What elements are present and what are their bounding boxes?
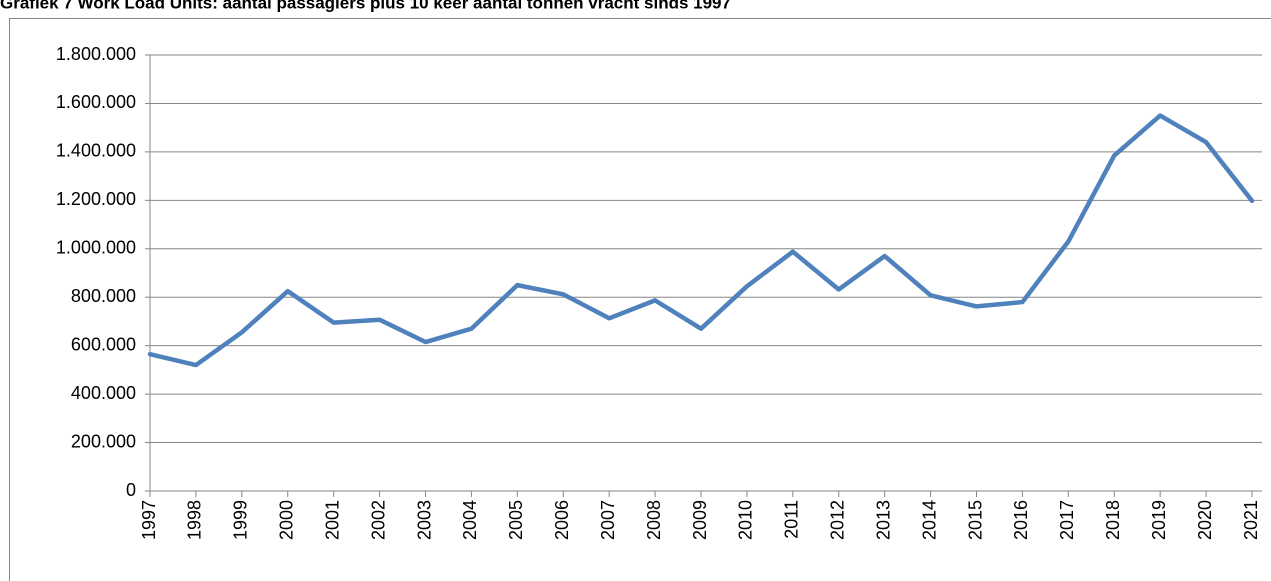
x-tick-label: 2018 bbox=[1103, 500, 1123, 540]
x-tick-label: 2012 bbox=[828, 500, 848, 540]
x-tick-label: 2007 bbox=[598, 500, 618, 540]
data-line bbox=[147, 113, 1255, 368]
x-tick-label: 2004 bbox=[460, 500, 480, 540]
x-tick-label: 2016 bbox=[1011, 500, 1031, 540]
x-tick-label: 2017 bbox=[1057, 500, 1077, 540]
x-tick-label: 2003 bbox=[414, 500, 434, 540]
y-tick-label: 1.200.000 bbox=[56, 189, 136, 209]
x-tick-label: 2011 bbox=[782, 500, 802, 539]
y-tick-label: 1.600.000 bbox=[56, 92, 136, 112]
x-tick-label: 2020 bbox=[1195, 500, 1215, 540]
x-tick-label: 1997 bbox=[139, 500, 159, 540]
x-tick-label: 2006 bbox=[552, 500, 572, 540]
x-tick-label: 2008 bbox=[644, 500, 664, 540]
x-tick-label: 1998 bbox=[185, 500, 205, 540]
y-tick-label: 400.000 bbox=[71, 383, 136, 403]
y-tick-label: 1.000.000 bbox=[56, 238, 136, 258]
x-tick-label: 1999 bbox=[231, 500, 251, 540]
y-tick-label: 0 bbox=[126, 480, 136, 500]
x-tick-label: 2009 bbox=[690, 500, 710, 540]
x-tick-label: 2001 bbox=[322, 500, 342, 540]
chart-title: Grafiek 7 Work Load Units: aantal passag… bbox=[0, 0, 731, 12]
chart-frame bbox=[9, 18, 1271, 581]
x-tick-label: 2000 bbox=[277, 500, 297, 540]
x-tick-label: 2010 bbox=[736, 500, 756, 540]
x-tick-label: 2019 bbox=[1149, 500, 1169, 540]
x-tick-label: 2005 bbox=[506, 500, 526, 540]
x-tick-label: 2013 bbox=[873, 500, 893, 540]
x-tick-label: 2002 bbox=[368, 500, 388, 540]
x-tick-label: 2021 bbox=[1241, 500, 1261, 540]
y-tick-label: 600.000 bbox=[71, 334, 136, 354]
y-tick-label: 1.800.000 bbox=[56, 44, 136, 64]
x-tick-label: 2015 bbox=[965, 500, 985, 540]
y-tick-label: 200.000 bbox=[71, 431, 136, 451]
x-tick-label: 2014 bbox=[919, 500, 939, 540]
y-tick-label: 800.000 bbox=[71, 286, 136, 306]
y-tick-label: 1.400.000 bbox=[56, 141, 136, 161]
